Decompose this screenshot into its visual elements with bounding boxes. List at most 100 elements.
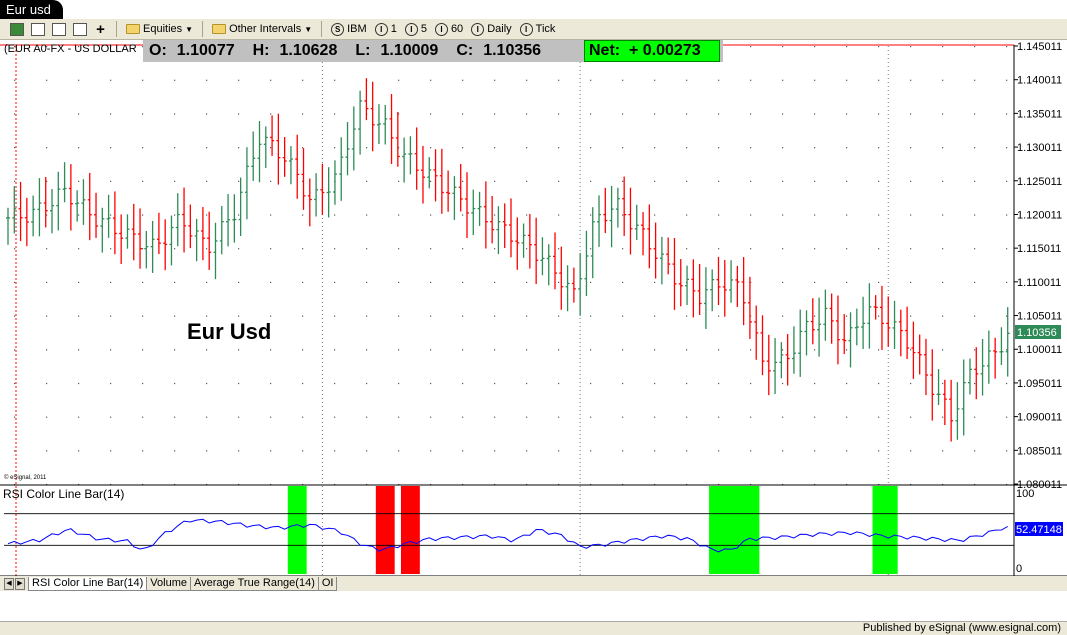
chart-area[interactable]: 1.145011 1.140011 1.135011 1.130011 1.125011… [0, 40, 1067, 585]
grid-dot [270, 248, 272, 250]
toolbar-interval-60[interactable]: I 60 [433, 21, 465, 38]
price-bar [87, 172, 92, 241]
window-title[interactable]: Eur usd [0, 0, 63, 19]
grid-dot [782, 248, 784, 250]
price-bar [672, 238, 677, 310]
price-bar [370, 81, 375, 152]
grid-dot [78, 46, 80, 48]
grid-dot [78, 349, 80, 351]
grid-dot [526, 214, 528, 216]
grid-dot [974, 315, 976, 317]
grid-dot [110, 281, 112, 284]
grid-dot [974, 46, 976, 48]
grid-dot [878, 450, 880, 452]
grid-dot [430, 180, 432, 182]
grid-dot [590, 248, 592, 250]
grid-dot [334, 281, 336, 284]
price-bar [251, 131, 256, 181]
grid-dot [46, 46, 48, 48]
grid-dot [46, 214, 48, 216]
grid-dot [494, 450, 496, 452]
grid-dot [14, 248, 16, 250]
other-intervals-dropdown[interactable]: Other Intervals ▼ [210, 21, 314, 38]
price-bar [609, 185, 614, 248]
tab-atr[interactable]: Average True Range(14) [189, 576, 319, 591]
equities-dropdown[interactable]: Equities ▼ [124, 21, 195, 38]
price-bar [653, 222, 658, 279]
rsi-value-box [1015, 522, 1063, 536]
grid-dot [174, 79, 176, 81]
grid-dot [14, 315, 16, 317]
copy-window-icon[interactable] [71, 21, 88, 38]
interval-label: 60 [450, 23, 464, 35]
grid-dot [78, 113, 80, 115]
grid-dot [206, 382, 208, 385]
grid-dot [590, 416, 592, 418]
grid-dot [846, 113, 848, 115]
grid-dot [174, 349, 176, 351]
scroll-right-icon[interactable]: ▶ [15, 577, 25, 590]
grid-dot [206, 147, 208, 149]
chart-icon[interactable] [8, 21, 25, 38]
close-label: C: [456, 42, 474, 59]
grid-dot [750, 416, 752, 418]
price-bar [559, 246, 564, 310]
low-label: L: [355, 42, 371, 59]
toolbar-interval-5[interactable]: I 5 [403, 21, 429, 38]
quote-window-icon[interactable] [29, 21, 46, 38]
price-axis: 1.145011 1.140011 1.135011 1.130011 1.125011… [1014, 41, 1062, 491]
tab-oi[interactable]: OI [317, 576, 338, 591]
grid-dot [110, 113, 112, 115]
grid-dot [174, 214, 176, 216]
grid-dot [398, 416, 400, 418]
grid-dot [14, 281, 16, 284]
equities-label: Equities [143, 23, 183, 35]
grid-dot [718, 214, 720, 216]
scroll-left-icon[interactable]: ◀ [4, 577, 14, 590]
grid-dot [206, 248, 208, 250]
price-chart[interactable]: 1.145011 1.140011 1.135011 1.130011 1.125011… [0, 40, 1067, 585]
grid-dot [942, 416, 944, 418]
toolbar-interval-tick[interactable]: I Tick [518, 21, 558, 38]
grid-dot [558, 416, 560, 418]
grid-dot [238, 349, 240, 351]
tab-volume[interactable]: Volume [146, 576, 191, 591]
grid-dot [590, 349, 592, 351]
grid-dot [238, 416, 240, 418]
grid-dot [942, 180, 944, 182]
grid-dot [558, 113, 560, 115]
toolbar-symbol-ibm[interactable]: S IBM [329, 21, 369, 38]
add-icon[interactable]: + [96, 20, 105, 38]
grid-dot [878, 248, 880, 250]
price-bar [464, 172, 469, 239]
grid-dot [622, 450, 624, 452]
price-bar [515, 217, 520, 270]
grid-dot [878, 46, 880, 48]
grid-dot [750, 248, 752, 250]
toolbar-interval-1[interactable]: I 1 [373, 21, 399, 38]
rsi-value-label: 52.47148 [1016, 524, 1062, 536]
tab-rsi[interactable]: RSI Color Line Bar(14) [28, 576, 148, 591]
grid-dot [238, 214, 240, 216]
price-bar [496, 206, 501, 255]
toolbar-interval-daily[interactable]: I Daily [469, 21, 513, 38]
price-bar [6, 207, 10, 245]
toolbar-divider [202, 21, 204, 37]
grid-dot [718, 113, 720, 115]
page-icon[interactable] [50, 21, 67, 38]
caret-down-icon: ▼ [185, 24, 194, 34]
price-bar [452, 176, 457, 220]
net-label: Net: [589, 42, 621, 59]
grid-dot [78, 79, 80, 81]
grid-dot [142, 214, 144, 216]
grid-dot [718, 315, 720, 317]
grid-dot [206, 416, 208, 418]
grid-dot [366, 214, 368, 216]
grid-dot [782, 416, 784, 418]
price-bar [760, 315, 765, 376]
price-bar [584, 230, 589, 297]
grid-dot [686, 382, 688, 385]
grid-dot [526, 113, 528, 115]
price-bar [785, 334, 790, 386]
grid-dot [334, 382, 336, 385]
